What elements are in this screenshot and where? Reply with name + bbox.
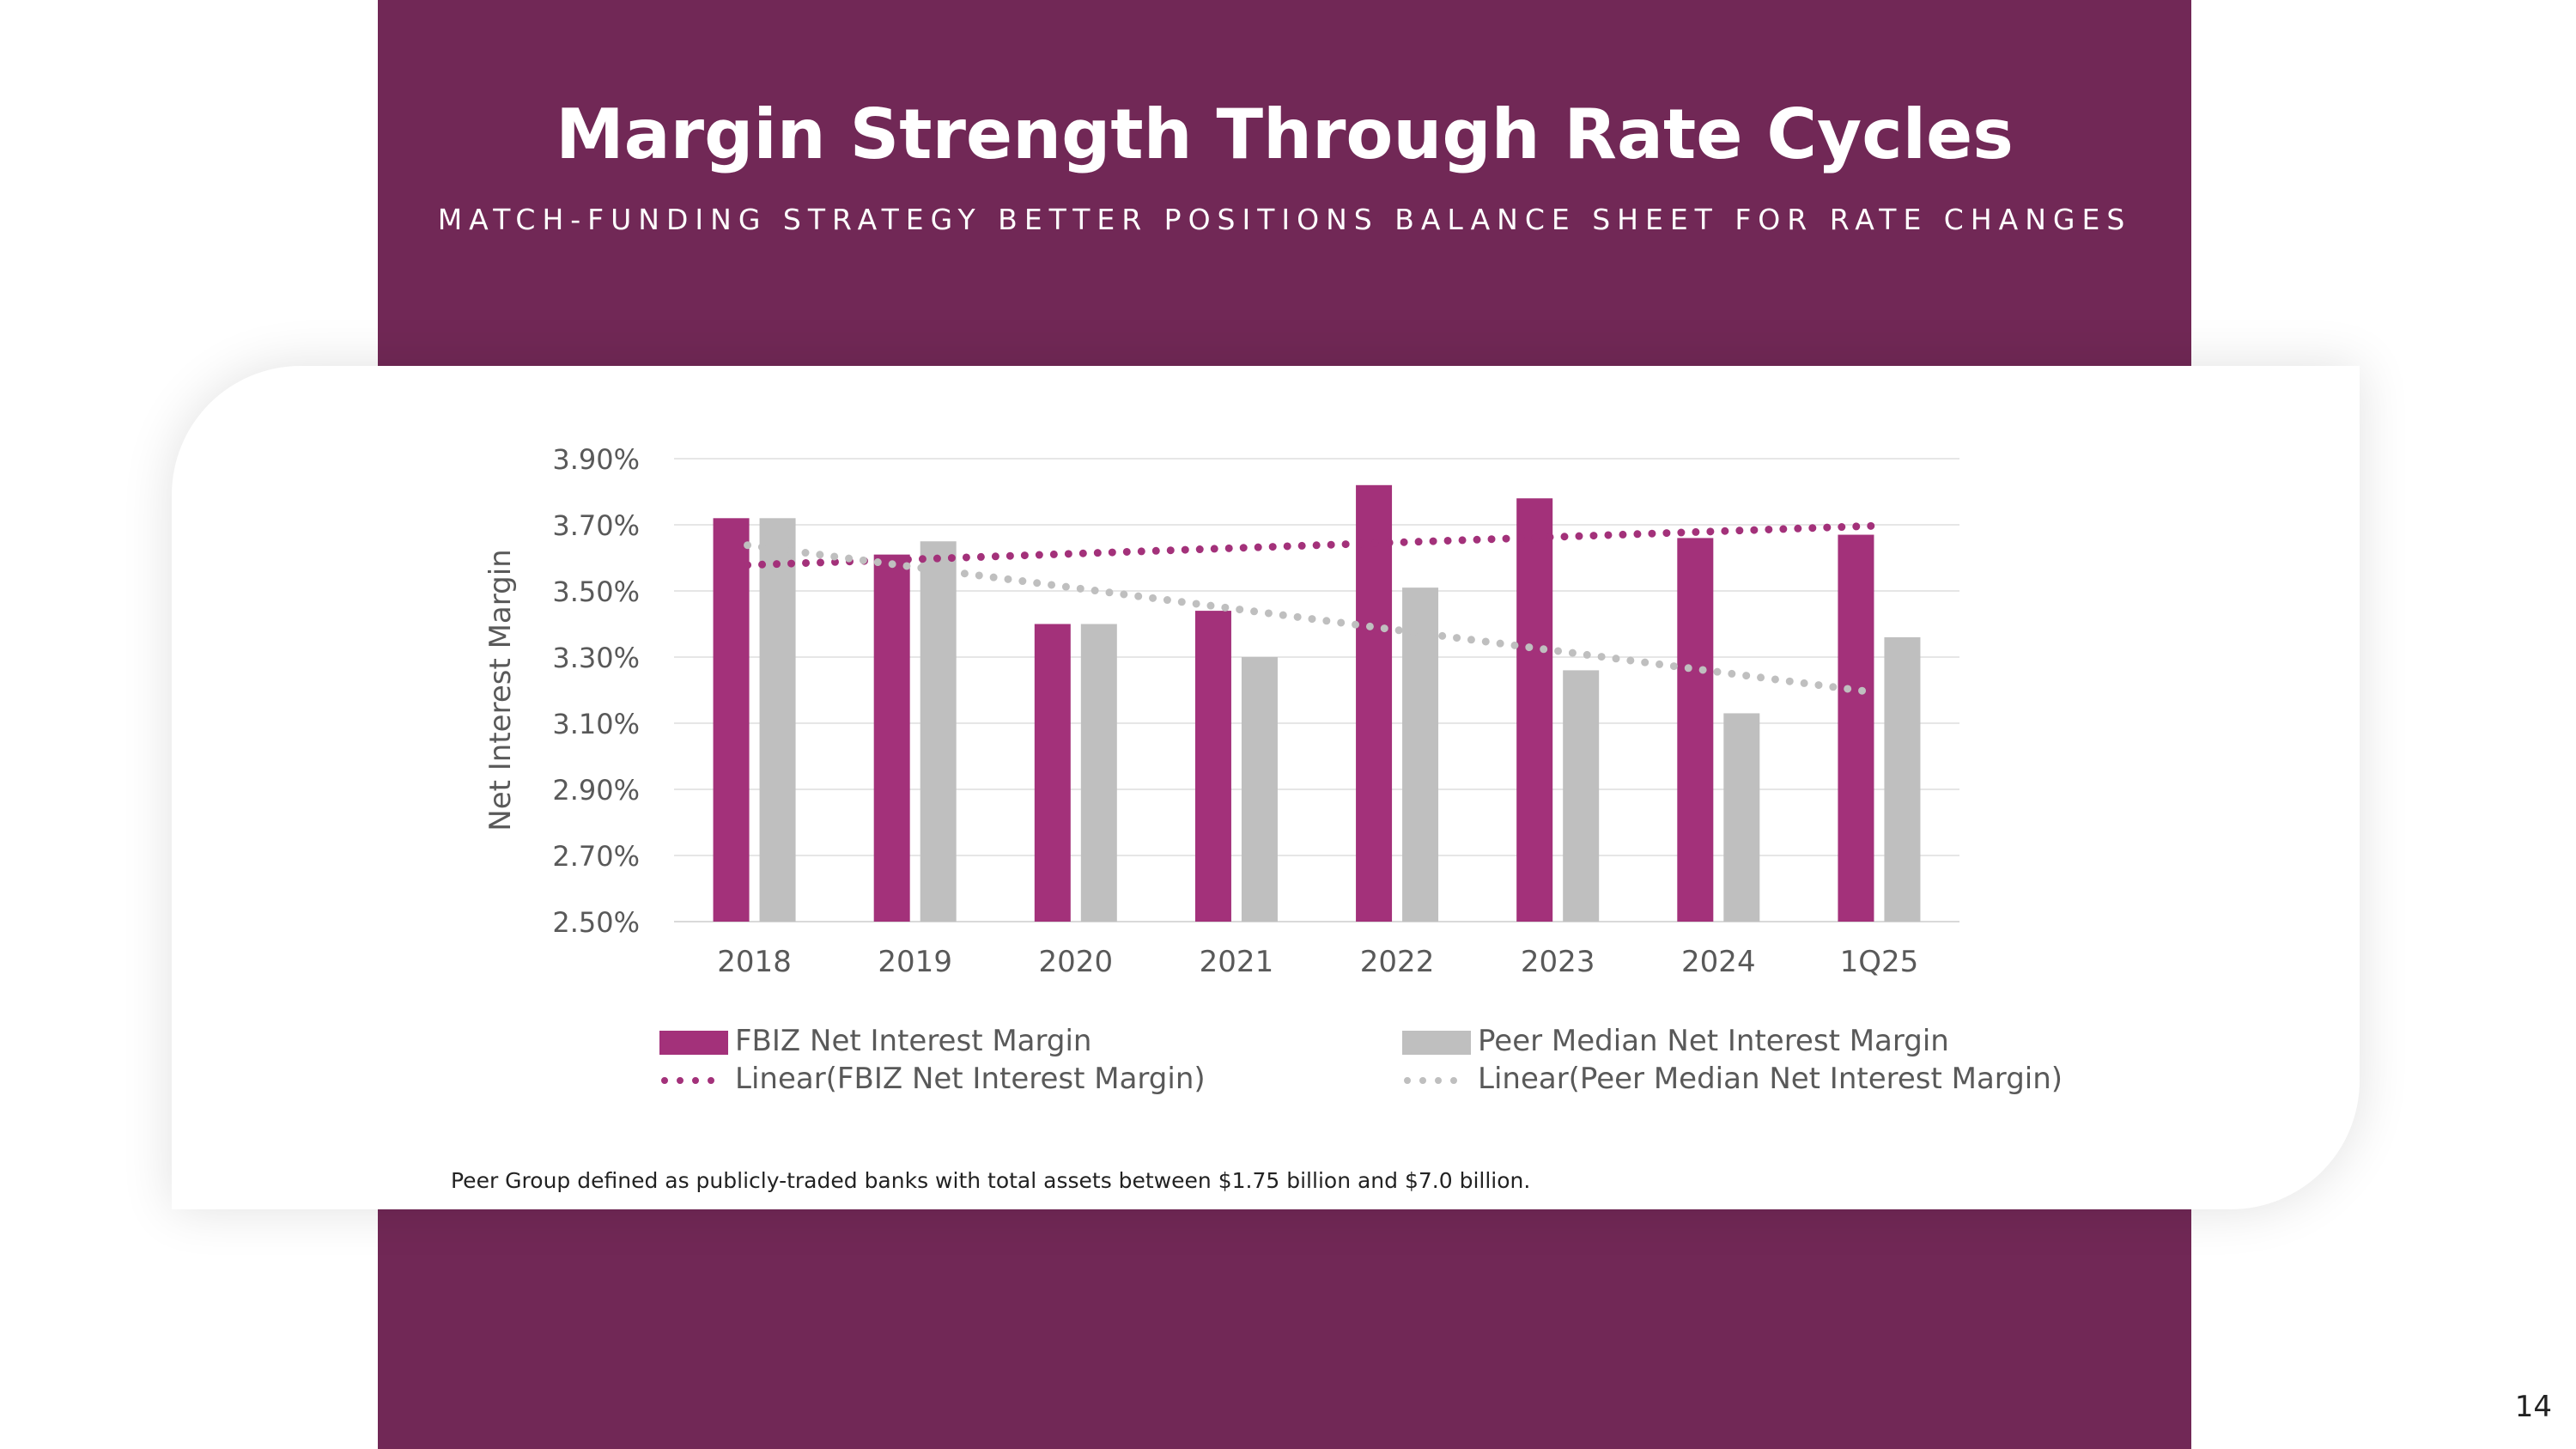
x-tick-label: 2019	[878, 945, 952, 979]
x-tick-label: 1Q25	[1840, 945, 1919, 979]
legend-fbiz-label: FBIZ Net Interest Margin	[735, 1024, 1092, 1058]
bar-fbiz	[1516, 498, 1553, 922]
legend-fbiz-swatch	[659, 1030, 728, 1055]
y-tick-label: 2.90%	[552, 774, 640, 807]
bar-fbiz	[873, 554, 910, 922]
y-tick-label: 3.70%	[552, 509, 640, 542]
legend-fbiz-trend-label: Linear(FBIZ Net Interest Margin)	[735, 1062, 1206, 1096]
bar-peer	[1563, 670, 1600, 922]
y-axis-label: Net Interest Margin	[483, 549, 518, 831]
bar-peer	[1723, 713, 1760, 922]
legend-peer-trend: Linear(Peer Median Net Interest Margin)	[1402, 1062, 2063, 1096]
page-title: Margin Strength Through Rate Cycles	[556, 94, 2014, 174]
x-tick-label: 2021	[1200, 945, 1274, 979]
bar-fbiz	[1194, 611, 1231, 922]
trendline-fbiz	[744, 521, 1876, 569]
page-number: 14	[2514, 1390, 2552, 1424]
page-subtitle: MATCH-FUNDING STRATEGY BETTER POSITIONS …	[437, 203, 2132, 236]
legend-peer-trend-label: Linear(Peer Median Net Interest Margin)	[1478, 1062, 2063, 1096]
legend-peer-swatch	[1402, 1030, 1471, 1055]
bar-peer	[920, 541, 957, 922]
x-tick-label: 2020	[1039, 945, 1114, 979]
y-tick-label: 2.50%	[552, 906, 640, 939]
legend-peer-trend-swatch	[1404, 1076, 1471, 1084]
legend-peer-bar: Peer Median Net Interest Margin	[1402, 1024, 1949, 1058]
bar-fbiz	[1677, 538, 1714, 922]
legend-fbiz-trend: Linear(FBIZ Net Interest Margin)	[659, 1062, 1206, 1096]
bar-fbiz	[1838, 534, 1874, 922]
bar-peer	[1402, 588, 1439, 922]
legend-fbiz-bar: FBIZ Net Interest Margin	[659, 1024, 1091, 1058]
y-tick-label: 3.90%	[552, 443, 640, 476]
y-tick-label: 3.50%	[552, 575, 640, 608]
legend-fbiz-trend-swatch	[661, 1076, 728, 1084]
bar-fbiz	[713, 518, 750, 922]
y-tick-label: 2.70%	[552, 840, 640, 873]
footnote: Peer Group defined as publicly-traded ba…	[451, 1168, 1531, 1193]
bar-peer	[1080, 624, 1117, 922]
bar-peer	[1241, 657, 1278, 922]
x-tick-label: 2022	[1360, 945, 1435, 979]
bar-peer	[1884, 636, 1921, 922]
y-tick-label: 3.10%	[552, 708, 640, 740]
y-tick-label: 3.30%	[552, 642, 640, 674]
bar-fbiz	[1034, 624, 1071, 922]
bar-fbiz	[1356, 484, 1393, 922]
legend-peer-label: Peer Median Net Interest Margin	[1478, 1024, 1949, 1058]
bar-peer	[759, 518, 796, 922]
x-tick-label: 2018	[717, 945, 792, 979]
x-tick-label: 2023	[1521, 945, 1595, 979]
trendline-peer	[744, 541, 1876, 697]
x-tick-label: 2024	[1681, 945, 1756, 979]
